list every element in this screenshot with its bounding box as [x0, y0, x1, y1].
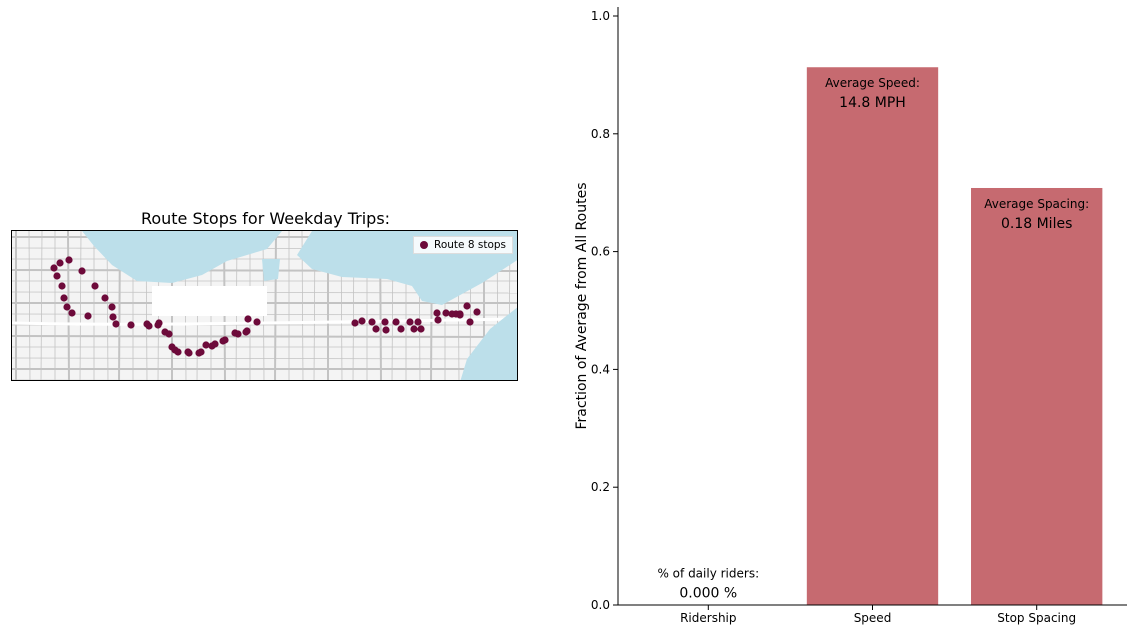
route-stop-marker	[433, 309, 441, 317]
route-stop-marker	[473, 308, 481, 316]
y-tick-label: 0.0	[591, 598, 610, 612]
annotation-value: 0.18 Miles	[1001, 216, 1072, 232]
route-stop-marker	[65, 256, 73, 264]
route-stop-marker	[244, 315, 252, 323]
annotation-value: 0.000 %	[679, 586, 737, 602]
route-stop-marker	[406, 318, 414, 326]
route-stop-marker	[382, 326, 390, 334]
route-stop-marker	[463, 302, 471, 310]
route-map: Route 8 stops	[11, 230, 518, 381]
annotation-label: % of daily riders:	[657, 567, 759, 581]
legend-marker	[420, 241, 429, 249]
lake-inlet	[262, 259, 280, 281]
y-tick-label: 0.8	[591, 127, 610, 141]
lake-southeast	[460, 307, 517, 380]
bar-speed	[806, 67, 939, 606]
route-stop-marker	[127, 321, 135, 329]
route-stop-marker	[101, 294, 109, 302]
x-tick-label: Ridership	[680, 611, 736, 625]
route-stop-marker	[221, 336, 229, 344]
route-stop-marker	[211, 340, 219, 348]
road	[40, 231, 43, 380]
route-stop-marker	[197, 348, 205, 356]
road	[12, 335, 517, 338]
route-stop-marker	[78, 267, 86, 275]
map-title: Route Stops for Weekday Trips:	[140, 209, 391, 228]
road	[12, 357, 517, 360]
route-stop-marker	[381, 318, 389, 326]
route-stop-marker	[410, 325, 418, 333]
road	[28, 231, 31, 380]
route-stop-marker	[414, 318, 422, 326]
route-stop-marker	[165, 330, 173, 338]
y-tick-label: 0.4	[591, 362, 610, 376]
route-stop-marker	[108, 303, 116, 311]
route-stop-marker	[368, 318, 376, 326]
route-stop-marker	[253, 318, 261, 326]
route-stop-marker	[50, 264, 58, 272]
park-area	[152, 286, 267, 316]
route-stop-marker	[174, 348, 182, 356]
route-stop-marker	[466, 318, 474, 326]
route-stop-marker	[56, 259, 64, 267]
route-stop-marker	[63, 303, 71, 311]
route-stop-marker	[442, 309, 450, 317]
route-stops	[50, 256, 481, 357]
route-stop-marker	[372, 325, 380, 333]
route-stop-marker	[91, 282, 99, 290]
route-stop-marker	[358, 317, 366, 325]
road	[79, 231, 82, 380]
route-stop-marker	[397, 325, 405, 333]
y-axis-label: Fraction of Average from All Routes	[574, 183, 590, 430]
road	[274, 231, 277, 380]
route-stop-marker	[202, 341, 210, 349]
annotation-value: 14.8 MPH	[839, 95, 906, 111]
route-stop-marker	[53, 272, 61, 280]
x-tick-label: Speed	[854, 611, 892, 625]
route-stop-marker	[58, 282, 66, 290]
y-tick-label: 1.0	[591, 9, 610, 23]
route-stop-marker	[456, 311, 464, 319]
legend-label: Route 8 stops	[434, 239, 506, 251]
y-tick-label: 0.6	[591, 245, 610, 259]
lake-north	[82, 231, 282, 283]
route-stop-marker	[242, 328, 250, 336]
route-stop-marker	[112, 320, 120, 328]
route-stop-marker	[155, 319, 163, 327]
route-stop-marker	[417, 325, 425, 333]
annotation-label: Average Speed:	[825, 76, 920, 90]
route-stop-marker	[84, 312, 92, 320]
route-stop-marker	[185, 349, 193, 357]
annotation-label: Average Spacing:	[984, 197, 1089, 211]
route-stop-marker	[351, 319, 359, 327]
route-stop-marker	[60, 294, 68, 302]
route-stop-marker	[145, 322, 153, 330]
route-stop-marker	[434, 316, 442, 324]
bar-stop-spacing	[971, 187, 1103, 605]
route-stop-marker	[234, 330, 242, 338]
route-stop-marker	[392, 318, 400, 326]
route-stop-marker	[68, 309, 76, 317]
y-tick-label: 0.2	[591, 480, 610, 494]
map-legend: Route 8 stops	[413, 236, 513, 254]
route-stop-marker	[109, 313, 117, 321]
x-tick-label: Stop Spacing	[997, 611, 1076, 625]
